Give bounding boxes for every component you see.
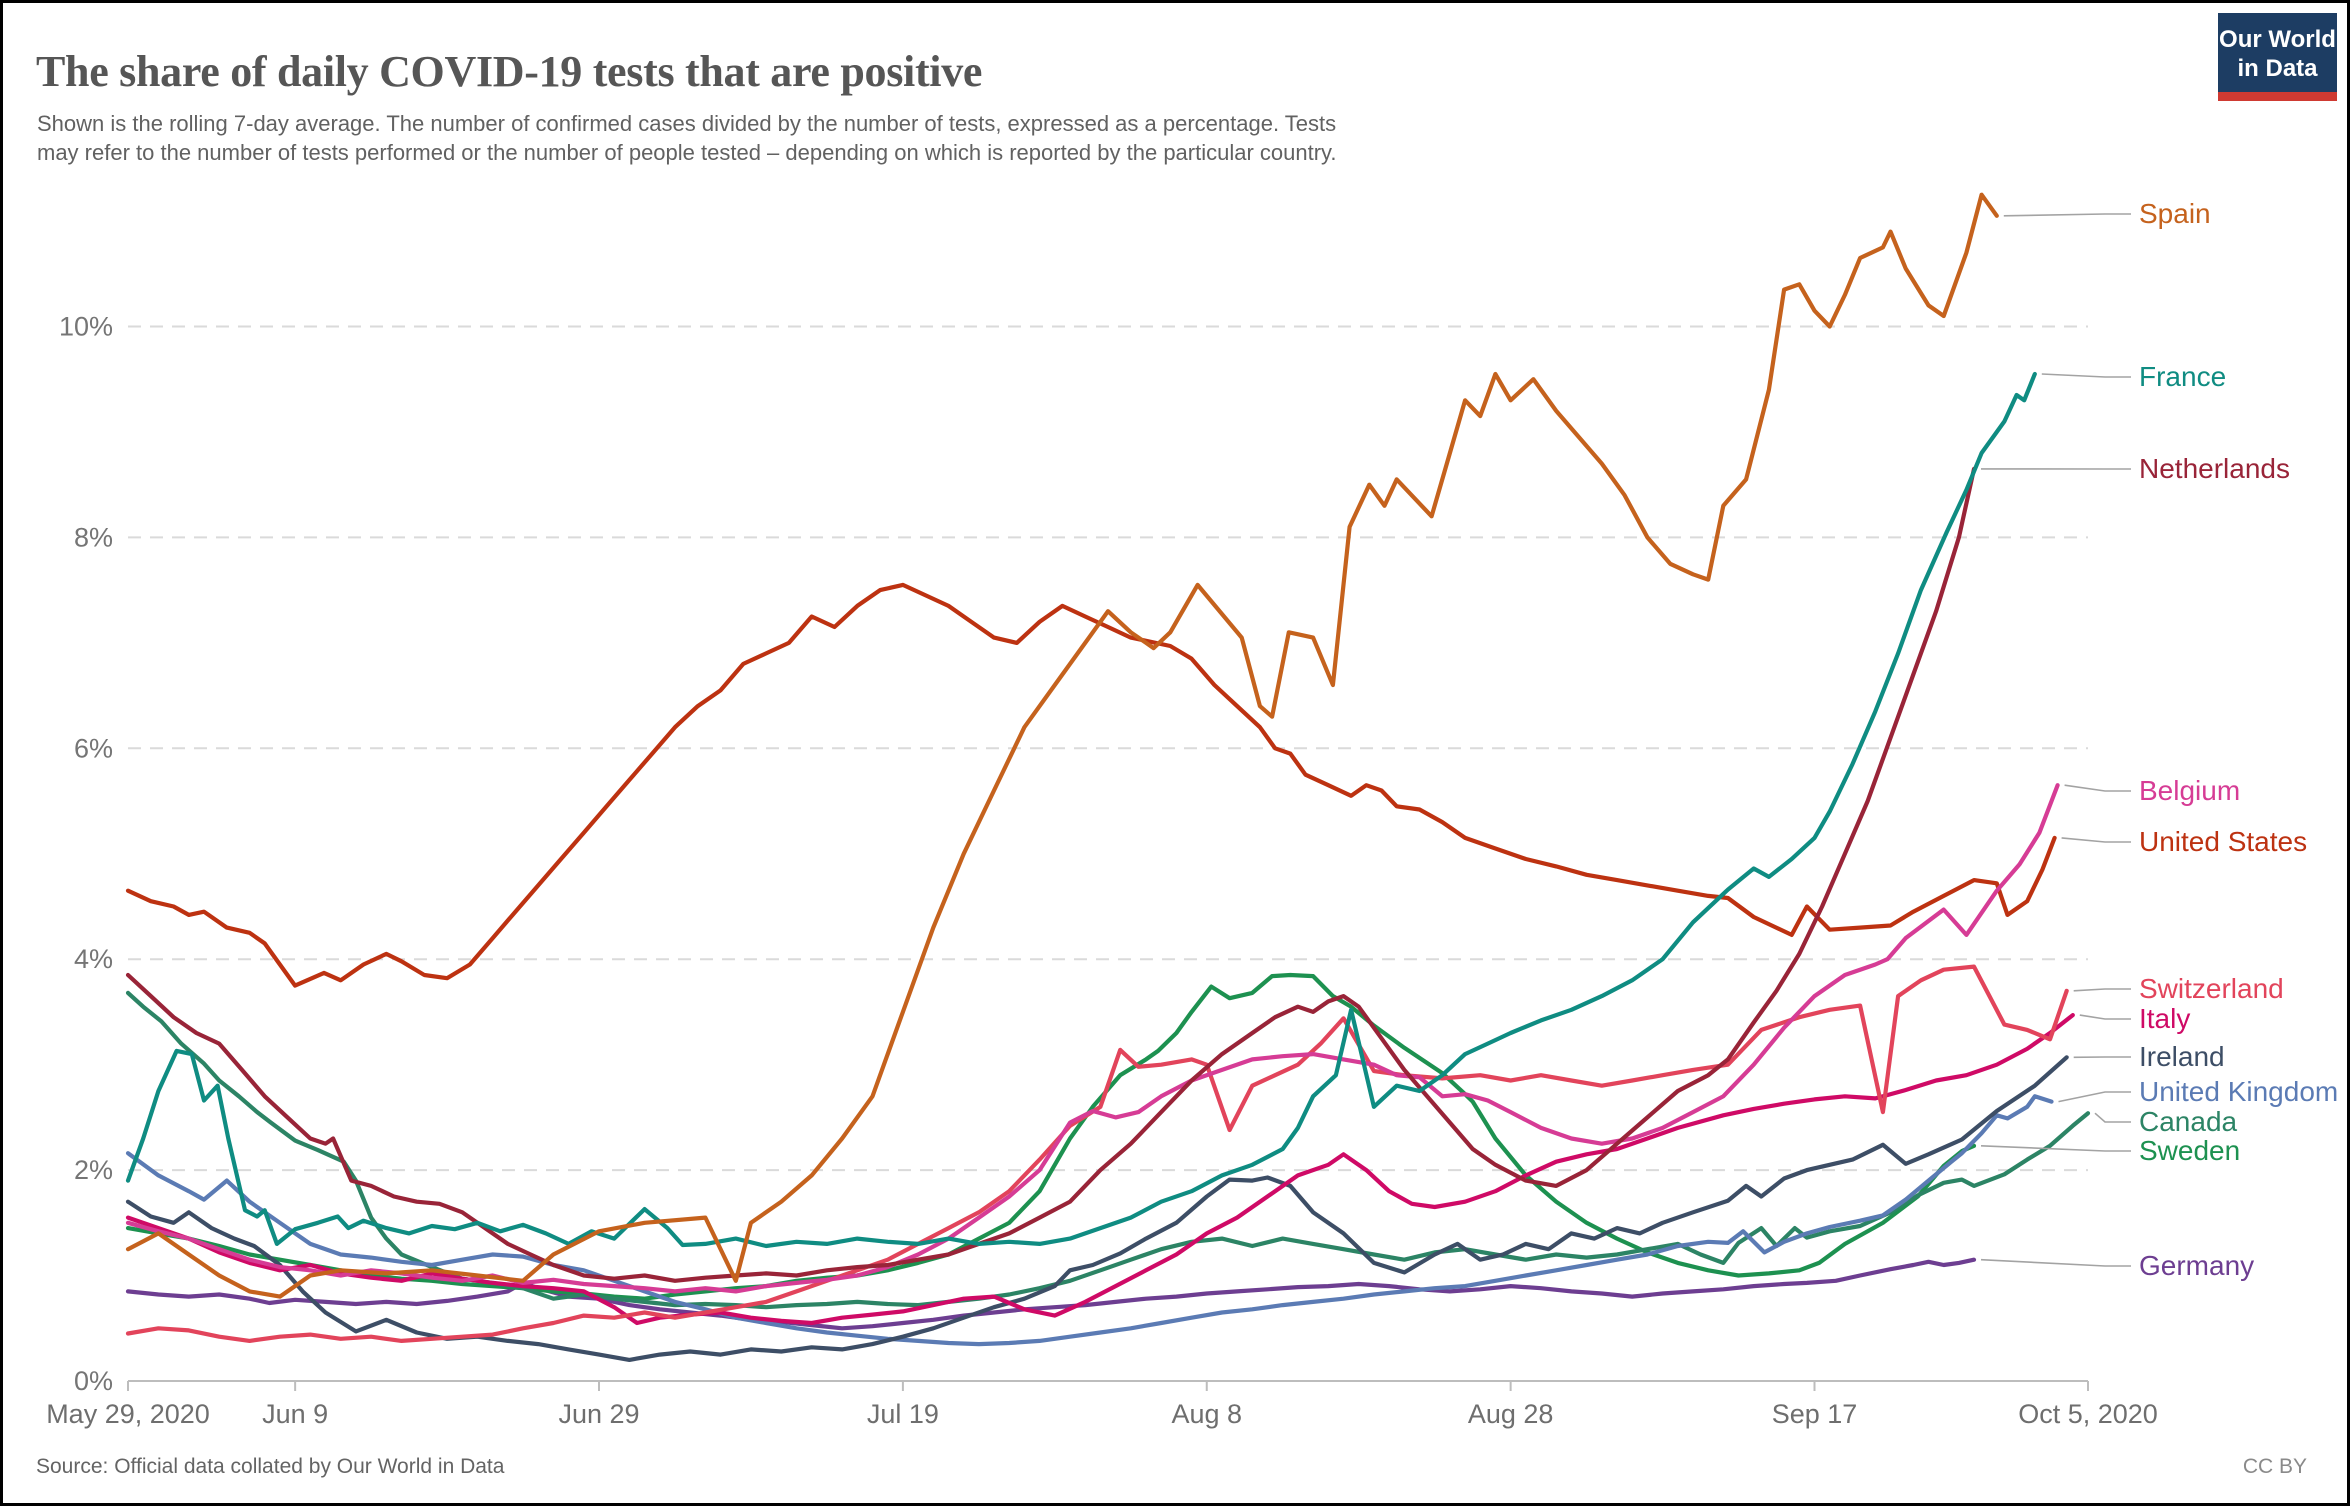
series-line-ireland[interactable]: [125, 1055, 2069, 1363]
series-line-switzerland[interactable]: [125, 964, 2069, 1344]
legend-leader-united-states: [2061, 837, 2131, 843]
legend-leader-germany: [1980, 1258, 2131, 1267]
series-line-france[interactable]: [125, 371, 2037, 1249]
x-axis-tick-label: Jul 19: [867, 1399, 939, 1429]
x-axis-tick-label: Sep 17: [1772, 1399, 1858, 1429]
series-line-united-states[interactable]: [125, 582, 2057, 988]
legend-label-belgium[interactable]: Belgium: [2139, 775, 2240, 806]
x-axis-tick-label: Jun 9: [262, 1399, 328, 1429]
x-axis-tick-label: May 29, 2020: [46, 1399, 210, 1429]
x-axis-tick-label: Aug 28: [1468, 1399, 1554, 1429]
series-line-spain[interactable]: [125, 192, 1999, 1299]
legend-leader-italy: [2079, 1014, 2131, 1020]
legend-leader-switzerland: [2073, 988, 2131, 992]
legend-label-netherlands[interactable]: Netherlands: [2139, 453, 2290, 484]
legend-leader-spain: [2003, 213, 2131, 217]
legend-label-united-states[interactable]: United States: [2139, 826, 2307, 857]
page-title: The share of daily COVID-19 tests that a…: [36, 47, 983, 97]
owid-logo-line2: in Data: [2237, 55, 2318, 82]
legend-leader-belgium: [2064, 784, 2131, 792]
series-line-germany[interactable]: [125, 1257, 1977, 1331]
x-axis-tick-label: Jun 29: [558, 1399, 639, 1429]
source-attribution: Source: Official data collated by Our Wo…: [36, 1455, 505, 1478]
series-line-sweden[interactable]: [125, 972, 1977, 1301]
y-axis-tick-label: 10%: [59, 312, 113, 342]
legend-label-united-kingdom[interactable]: United Kingdom: [2139, 1076, 2338, 1107]
owid-logo[interactable]: Our World in Data: [2218, 13, 2337, 101]
owid-logo-red-bar: [2218, 92, 2337, 101]
x-axis-tick-label: Oct 5, 2020: [2018, 1399, 2158, 1429]
chart-subtitle: Shown is the rolling 7-day average. The …: [37, 111, 1337, 165]
series-line-belgium[interactable]: [125, 783, 2060, 1294]
legend-label-spain[interactable]: Spain: [2139, 198, 2211, 229]
y-axis-tick-label: 8%: [74, 522, 113, 552]
y-axis-tick-label: 4%: [74, 944, 113, 974]
legend-label-sweden[interactable]: Sweden: [2139, 1135, 2240, 1166]
legend-label-canada[interactable]: Canada: [2139, 1106, 2238, 1137]
x-axis-tick-label: Aug 8: [1171, 1399, 1242, 1429]
owid-logo-line1: Our World: [2219, 26, 2336, 53]
line-chart: 0% 2% 4% 6% 8% 10% May 29, 2020 Jun 9 Jun 29 Jul …: [46, 192, 2338, 1429]
legend-label-ireland[interactable]: Ireland: [2139, 1041, 2225, 1072]
series-line-netherlands[interactable]: [125, 466, 1977, 1283]
legend-label-france[interactable]: France: [2139, 361, 2226, 392]
legend-leader-france: [2041, 373, 2131, 378]
legend-leader-united-kingdom: [2058, 1091, 2131, 1103]
license-badge[interactable]: CC BY: [2242, 1455, 2307, 1478]
legend-label-italy[interactable]: Italy: [2139, 1003, 2190, 1034]
y-axis-tick-label: 2%: [74, 1155, 113, 1185]
y-axis-tick-label: 0%: [74, 1366, 113, 1396]
legend-label-germany[interactable]: Germany: [2139, 1250, 2254, 1281]
legend-leader-sweden: [1980, 1145, 2131, 1152]
series-line-canada[interactable]: [125, 990, 2091, 1310]
legend-leader-canada: [2094, 1112, 2131, 1123]
owid-logo-text: Our World in Data: [2218, 25, 2337, 83]
y-axis-tick-label: 6%: [74, 733, 113, 763]
series-line-united-kingdom[interactable]: [125, 1094, 2054, 1347]
legend-label-switzerland[interactable]: Switzerland: [2139, 973, 2284, 1004]
